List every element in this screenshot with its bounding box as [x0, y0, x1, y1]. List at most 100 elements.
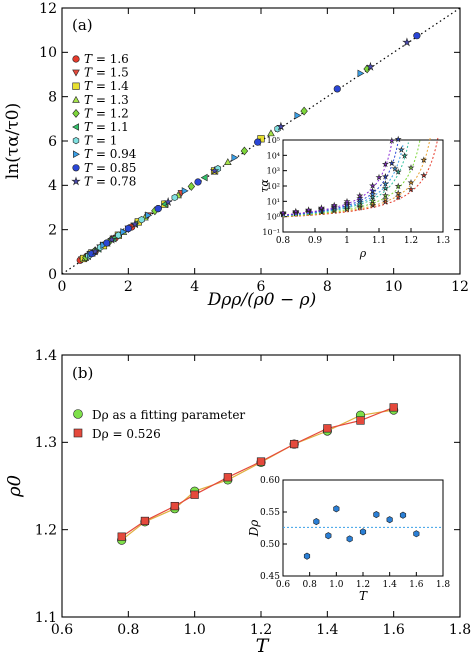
panel-a-point: [103, 239, 111, 247]
panel-a-y-tick-label: 10: [39, 45, 57, 61]
panel-b-inset-point: [303, 552, 311, 560]
panel-a-inset-point: [397, 146, 405, 153]
panel-b-point-fixed: [389, 403, 398, 412]
panel-b-x-tick-label: 1.2: [250, 622, 272, 638]
panel-a-point: [138, 216, 145, 224]
panel-b-x-tick-label: 0.8: [117, 622, 139, 638]
panel-b-y-tick-label: 1.2: [35, 523, 57, 539]
panel-a-legend-marker: [73, 150, 80, 159]
panel-a-ylabel: ln(τα/τ0): [3, 103, 23, 179]
panel-a-point: [357, 69, 365, 78]
panel-b-legend-label: Dρ as a fitting parameter: [92, 408, 245, 422]
panel-b-inset-x-tick-label: 1.6: [409, 580, 424, 590]
panel-b-point-fixed: [117, 532, 126, 541]
panel-a-inset-y-tick-label: 10⁰: [267, 213, 280, 222]
panel-a-inset-point: [381, 160, 389, 168]
panel-a-point: [200, 173, 208, 182]
panel-a-inset-point: [401, 152, 409, 159]
panel-b-x-tick-label: 1.8: [449, 622, 471, 638]
panel-a-legend-marker: [72, 108, 80, 118]
panel-a-inset-point: [343, 197, 351, 205]
panel-b-point-fixed: [290, 439, 299, 449]
panel-a-inset-point: [381, 184, 389, 192]
panel-b-inset-x-tick-label: 1.4: [383, 580, 398, 590]
panel-a-y-tick-label: 6: [48, 134, 57, 150]
panel-b-inset-x-tick-label: 0.6: [276, 580, 291, 590]
panel-a-y-tick-label: 4: [48, 178, 57, 194]
panel-b-inset-point: [373, 511, 380, 519]
panel-a-inset-y-tick-label: 10³: [267, 167, 280, 176]
panel-a-legend-marker: [72, 69, 80, 77]
panel-a-inset-point: [381, 195, 389, 203]
panel-a-point: [107, 234, 117, 244]
panel-a-legend-label: T = 1.1: [84, 120, 129, 134]
panel-a-inset-point: [394, 189, 402, 197]
panel-b-x-tick-label: 1.4: [316, 622, 338, 638]
panel-a-y-tick-label: 2: [48, 223, 57, 239]
panel-b-x-tick-label: 1.0: [184, 622, 206, 638]
panel-a-inset-point: [330, 201, 338, 209]
panel-a-inset-y-tick-label: 10⁴: [267, 151, 280, 160]
panel-b-line-fit: [121, 409, 394, 541]
panel-a-inset-point: [391, 164, 399, 172]
panel-a-inset-point: [305, 206, 313, 213]
panel-a-inset-point: [394, 168, 402, 175]
panel-b-inset-point: [359, 528, 367, 536]
panel-a-point: [194, 178, 202, 186]
panel-a-point: [154, 205, 162, 213]
panel-a-label: (a): [72, 16, 93, 34]
panel-b-inset-y-tick-label: 0.50: [260, 540, 280, 550]
panel-b-label: (b): [72, 364, 93, 382]
panel-a-point: [187, 182, 196, 191]
panel-b-ylabel: ρ0: [4, 475, 25, 498]
panel-a-point: [402, 37, 412, 47]
panel-a-inset-point: [381, 180, 389, 187]
panel-a-legend-label: T = 1.3: [84, 93, 129, 107]
panel-b-point-fixed: [323, 424, 332, 433]
panel-a-point: [333, 85, 341, 93]
panel-a-point: [254, 138, 262, 146]
panel-b-inset-point: [346, 535, 353, 543]
panel-a-inset-point: [375, 173, 383, 181]
panel-b-inset-y-tick-label: 0.55: [260, 508, 280, 518]
panel-b-point-fixed: [256, 457, 266, 466]
panel-a-point: [294, 111, 302, 120]
panel-a-legend-label: T = 0.78: [84, 174, 136, 188]
panel-a-xlabel: Dρρ/(ρ0 − ρ): [207, 290, 316, 310]
panel-b-point-fixed: [140, 516, 150, 526]
panel-a-legend-label: T = 1: [84, 134, 117, 148]
panel-a-point: [124, 224, 132, 233]
panel-a-inset-point: [356, 194, 364, 202]
panel-a-legend-marker: [72, 82, 80, 90]
panel-a-inset-point: [369, 182, 377, 189]
panel-a-legend-label: T = 1.5: [84, 66, 129, 80]
panel-b-inset-xlabel: T: [359, 589, 368, 603]
panel-a-inset-y-tick-label: 10²: [267, 182, 280, 191]
panel-a-legend-marker: [72, 55, 80, 63]
panel-a-y-tick-label: 12: [39, 1, 57, 17]
panel-a-point: [276, 121, 286, 131]
panel-a-inset-point: [381, 172, 389, 180]
panel-a-point: [365, 61, 376, 71]
panel-b-point-fixed: [170, 501, 179, 511]
panel-b-x-tick-label: 0.6: [51, 622, 73, 638]
panel-a-legend-label: T = 1.4: [84, 79, 129, 93]
panel-a-inset-x-tick-label: 1: [344, 236, 350, 246]
panel-a-inset-point: [317, 204, 325, 211]
panel-a-inset-x-tick-label: 1.3: [436, 236, 451, 246]
panel-a-y-tick-label: 8: [48, 90, 57, 106]
panel-a-inset-curve: [282, 139, 421, 217]
panel-a-inset-point: [407, 164, 415, 171]
panel-b-inset-point: [333, 505, 340, 513]
panel-a-inset-point: [420, 156, 428, 163]
panel-a-inset-point: [279, 208, 287, 216]
panel-a-legend-label: T = 1.6: [84, 52, 129, 66]
panel-a-point: [181, 187, 189, 195]
panel-b-point-fixed: [190, 490, 199, 499]
panel-a-point: [145, 211, 153, 220]
panel-b-y-tick-label: 1.4: [35, 348, 57, 364]
panel-a-inset-frame: [282, 139, 444, 233]
panel-b-line-fixed: [121, 406, 394, 538]
panel-a-legend-label: T = 0.85: [84, 161, 136, 175]
